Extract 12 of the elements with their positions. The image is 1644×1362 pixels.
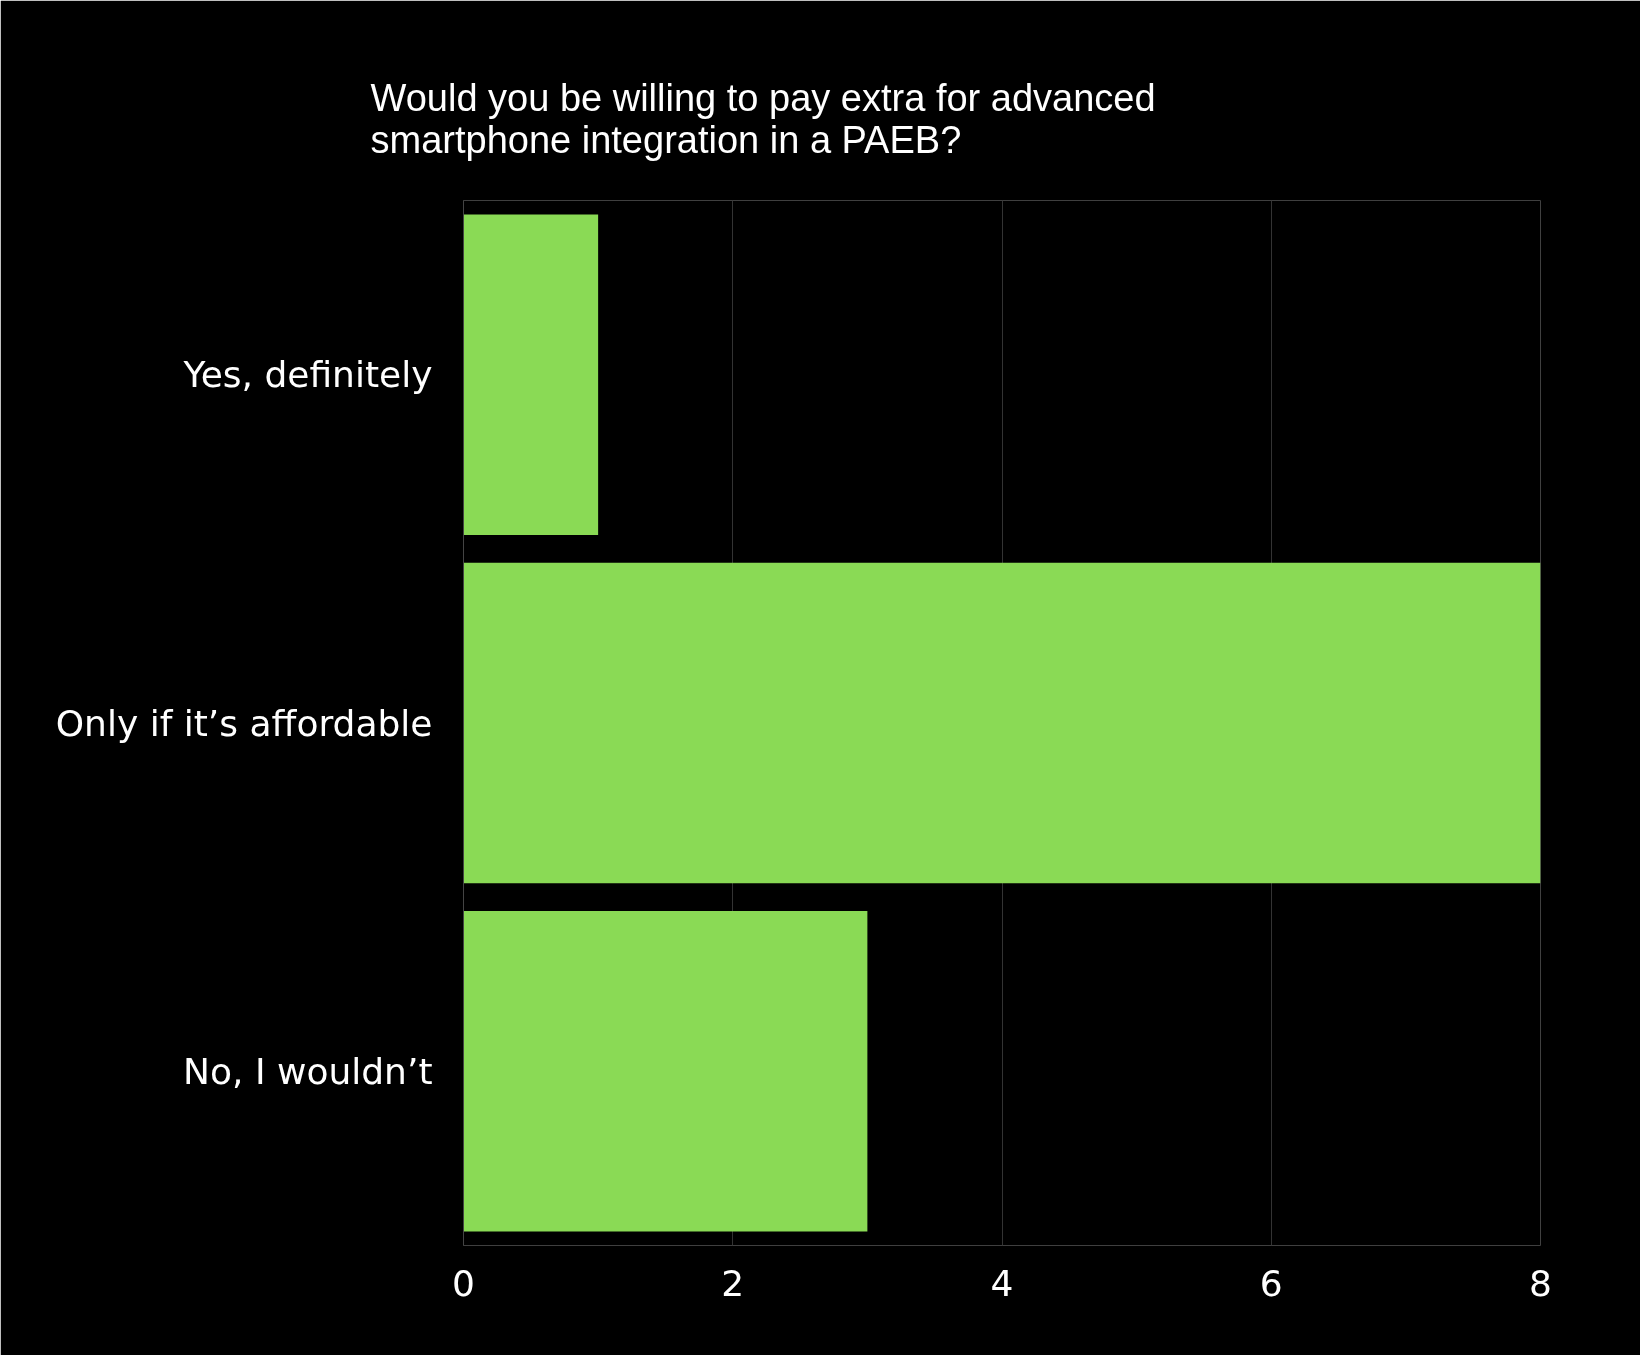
x-tick-label: 2 (721, 1262, 745, 1304)
bar (463, 562, 1541, 884)
bar (463, 911, 868, 1232)
x-tick-label: 6 (1259, 1262, 1283, 1304)
chart-title: Would you be willing to pay extra for advanced smartphone integration in a PAEB? (370, 76, 1156, 161)
y-tick-label: No, I wouldn’t (183, 1050, 433, 1092)
x-tick-label: 8 (1529, 1262, 1552, 1304)
y-tick-label: Only if it’s affordable (55, 702, 433, 744)
x-tick-label: 0 (452, 1262, 475, 1304)
y-tick-label: Yes, definitely (182, 354, 433, 396)
bar (463, 214, 599, 535)
x-tick-label: 4 (990, 1262, 1014, 1304)
